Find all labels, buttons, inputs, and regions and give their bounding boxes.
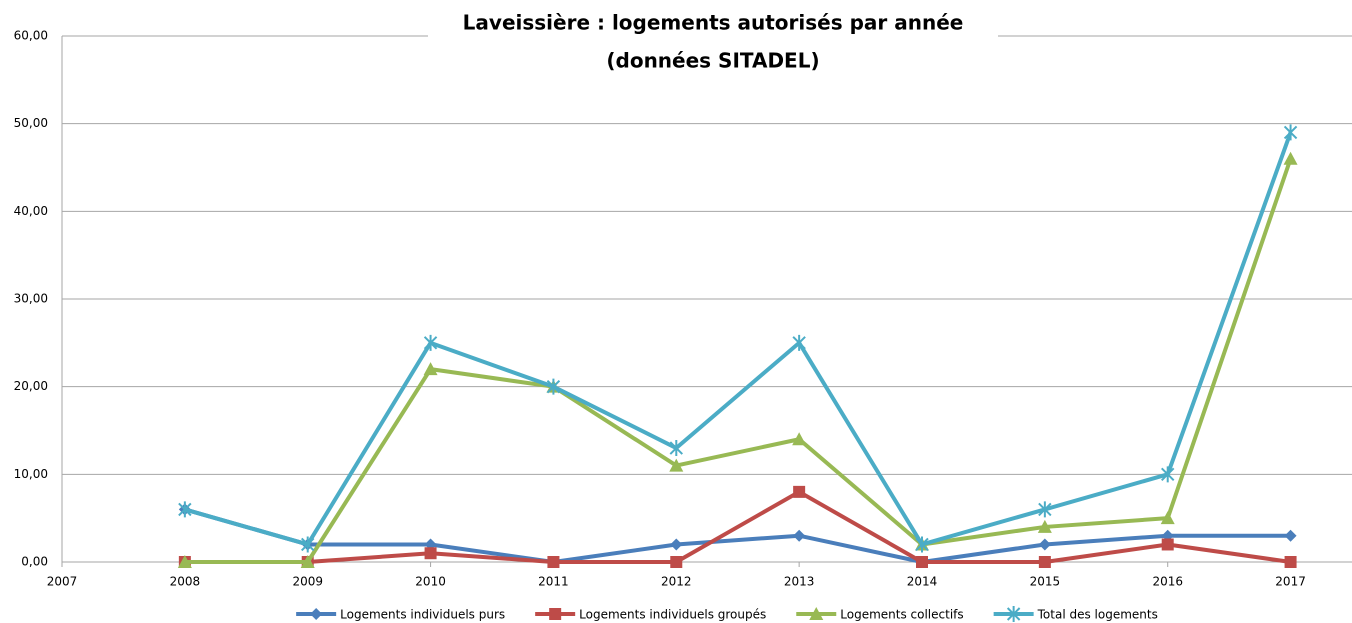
legend-item: Logements collectifs [796, 607, 964, 622]
marker [670, 538, 683, 551]
grid [61, 35, 1352, 567]
marker [546, 378, 561, 395]
legend-label: Total des logements [1037, 608, 1158, 622]
marker [300, 555, 315, 568]
marker [1161, 538, 1174, 551]
y-tick-label: 40,00 [14, 204, 48, 218]
marker [793, 485, 806, 498]
marker [1161, 466, 1175, 483]
x-tick-label: 2009 [292, 575, 323, 589]
y-tick-label: 20,00 [14, 379, 48, 393]
x-tick-label: 2007 [47, 575, 78, 589]
x-tick-label: 2010 [415, 575, 446, 589]
marker [178, 501, 192, 518]
series [178, 485, 1297, 568]
chart-title: Laveissière : logements autorisés par an… [463, 11, 964, 35]
marker [1038, 501, 1052, 518]
marker [809, 607, 824, 620]
series-line [184, 158, 1293, 564]
marker [669, 458, 684, 472]
legend-label: Logements individuels groupés [579, 608, 766, 622]
legend-label: Logements collectifs [840, 608, 963, 622]
y-tick-label: 60,00 [14, 29, 48, 43]
series [177, 151, 1298, 568]
y-tick-label: 10,00 [14, 467, 48, 481]
marker [423, 334, 438, 351]
marker [177, 555, 192, 568]
series [178, 124, 1298, 553]
marker [547, 556, 560, 568]
marker [1038, 556, 1051, 568]
marker [549, 608, 562, 620]
marker [1283, 124, 1298, 141]
marker [1160, 511, 1175, 525]
marker [916, 556, 928, 568]
series-line [184, 507, 1291, 564]
x-tick-label: 2017 [1275, 575, 1306, 589]
marker [1037, 519, 1052, 533]
marker [792, 334, 806, 351]
marker [793, 529, 806, 542]
x-tick-label: 2016 [1152, 575, 1183, 589]
marker [1006, 606, 1021, 622]
marker [1283, 151, 1298, 165]
marker [1284, 529, 1297, 542]
legend-item: Total des logements [993, 606, 1158, 622]
title-box [428, 8, 998, 78]
marker [423, 362, 438, 376]
y-tick-label: 30,00 [14, 292, 48, 306]
legend: Logements individuels purs Logements indi… [296, 606, 1158, 622]
marker [1284, 556, 1297, 568]
x-tick-label: 2011 [538, 575, 569, 589]
series-line [184, 489, 1291, 564]
marker [670, 556, 683, 568]
x-tick-label: 2014 [907, 575, 938, 589]
y-tick-label: 50,00 [14, 116, 48, 130]
legend-item: Logements individuels purs [296, 608, 505, 622]
marker [301, 536, 315, 553]
x-tick-label: 2012 [661, 575, 692, 589]
series-line [184, 131, 1293, 547]
marker [669, 440, 683, 457]
chart-subtitle: (données SITADEL) [606, 49, 819, 73]
x-tick-label: 2013 [784, 575, 815, 589]
marker [424, 547, 437, 560]
legend-label: Logements individuels purs [340, 608, 505, 622]
legend-item: Logements individuels groupés [535, 608, 766, 622]
marker [792, 432, 807, 446]
marker [310, 608, 323, 620]
x-tick-label: 2015 [1030, 575, 1061, 589]
marker [1038, 538, 1051, 551]
x-tick-label: 2008 [170, 575, 201, 589]
y-tick-label: 0,00 [21, 555, 48, 569]
marker [915, 536, 929, 553]
